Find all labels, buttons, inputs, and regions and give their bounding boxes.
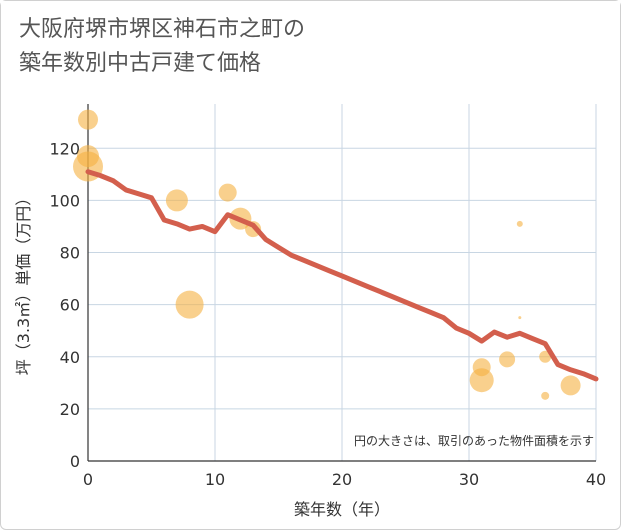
y-tick-label: 60 xyxy=(60,296,80,315)
x-tick-label: 30 xyxy=(459,470,479,489)
data-bubble xyxy=(499,351,516,368)
x-tick-label: 10 xyxy=(205,470,225,489)
data-bubble xyxy=(78,109,98,130)
data-bubble xyxy=(518,316,522,320)
data-bubble xyxy=(218,183,237,202)
data-bubble xyxy=(175,290,204,319)
y-tick-label: 0 xyxy=(70,452,80,471)
x-tick-label: 40 xyxy=(586,470,606,489)
area-note: 円の大きさは、取引のあった物件面積を示す xyxy=(354,433,594,448)
x-tick-label: 0 xyxy=(83,470,93,489)
title-band xyxy=(1,1,620,94)
y-tick-label: 120 xyxy=(49,139,80,158)
x-axis-label: 築年数（年） xyxy=(294,500,390,519)
data-bubble xyxy=(541,391,550,400)
data-bubble xyxy=(165,189,188,212)
trend-line xyxy=(85,169,599,382)
y-tick-label: 40 xyxy=(60,348,80,367)
data-bubble xyxy=(560,375,581,396)
data-bubble xyxy=(469,368,494,393)
chart-title: 大阪府堺市堺区神石市之町の 築年数別中古戸建て価格 xyxy=(19,17,306,76)
y-tick-label: 20 xyxy=(60,400,80,419)
data-bubble xyxy=(516,220,523,227)
x-tick-label: 20 xyxy=(332,470,352,489)
y-tick-label: 100 xyxy=(49,191,80,210)
y-tick-label: 80 xyxy=(60,244,80,263)
y-axis-label: 坪（3.3㎡）単価（万円） xyxy=(14,190,33,375)
data-bubble xyxy=(539,350,552,363)
